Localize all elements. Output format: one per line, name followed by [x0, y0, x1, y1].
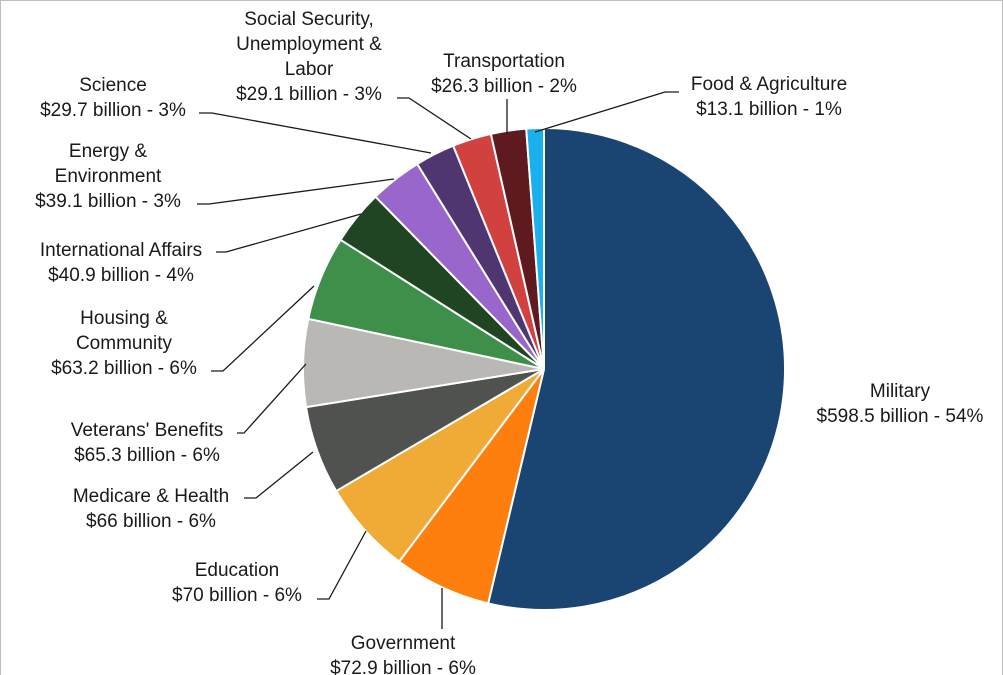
slice-label-social-security-unemployment-and-labor: Social Security, Unemployment & Labor $29.1… [236, 9, 382, 105]
slice-label-energy-and-environment: Energy & Environment $39.1 billion - 3% [35, 141, 181, 212]
slice-label-veterans-benefits: Veterans' Benefits $65.3 billion - 6% [71, 420, 224, 466]
leader-line-social-security-unemployment-and-labor [397, 97, 472, 140]
slice-value-text: $29.1 billion - 3% [236, 84, 382, 105]
leader-line-housing-and-community [211, 285, 315, 372]
slice-category-text: Medicare & Health [73, 486, 229, 507]
pie-slice-military [486, 126, 786, 611]
leader-line-science [199, 112, 432, 154]
slice-category-text: Environment [55, 166, 162, 187]
pie-slice-food-and-agriculture [525, 126, 545, 370]
slice-label-military: Military $598.5 billion - 54% [817, 381, 984, 427]
slice-label-science: Science $29.7 billion - 3% [40, 75, 186, 121]
leader-line-energy-and-environment [197, 178, 395, 205]
slice-value-text: $598.5 billion - 54% [817, 406, 984, 427]
slice-category-text: Housing & [80, 308, 168, 329]
slice-category-text: Community [76, 333, 173, 354]
pie-slices [302, 126, 786, 611]
slice-value-text: $63.2 billion - 6% [51, 358, 197, 379]
leader-line-medicare-and-health [244, 451, 314, 499]
slice-label-medicare-and-health: Medicare & Health $66 billion - 6% [73, 486, 229, 532]
slice-category-text: Food & Agriculture [691, 74, 847, 95]
slice-category-text: International Affairs [40, 240, 202, 261]
slice-label-education: Education $70 billion - 6% [172, 560, 302, 606]
leader-line-international-affairs [216, 213, 362, 253]
slice-value-text: $65.3 billion - 6% [74, 445, 220, 466]
slice-category-text: Unemployment & [236, 34, 382, 55]
slice-category-text: Education [195, 560, 280, 581]
slice-value-text: $39.1 billion - 3% [35, 191, 181, 212]
slice-label-transportation: Transportation $26.3 billion - 2% [431, 51, 577, 97]
slice-value-text: $13.1 billion - 1% [696, 99, 842, 120]
slice-category-text: Social Security, [244, 9, 374, 30]
slice-category-text: Government [351, 633, 456, 654]
slice-label-housing-and-community: Housing & Community $63.2 billion - 6% [51, 308, 197, 379]
slice-labels: Military $598.5 billion - 54% Government $7… [35, 9, 983, 675]
slice-category-text: Veterans' Benefits [71, 420, 224, 441]
leader-line-veterans-benefits [237, 363, 307, 434]
slice-value-text: $70 billion - 6% [172, 585, 302, 606]
slice-category-text: Transportation [443, 51, 565, 72]
slice-category-text: Labor [285, 59, 334, 80]
slice-category-text: Science [79, 75, 147, 96]
slice-label-government: Government $72.9 billion - 6% [330, 633, 476, 675]
leader-line-food-and-agriculture [534, 91, 679, 133]
leader-line-education [317, 530, 367, 600]
leader-lines [197, 91, 679, 629]
slice-value-text: $26.3 billion - 2% [431, 76, 577, 97]
slice-category-text: Energy & [69, 141, 147, 162]
slice-value-text: $40.9 billion - 4% [48, 265, 194, 286]
slice-label-international-affairs: International Affairs $40.9 billion - 4% [40, 240, 202, 286]
slice-value-text: $72.9 billion - 6% [330, 658, 476, 675]
slice-value-text: $29.7 billion - 3% [40, 100, 186, 121]
slice-label-food-and-agriculture: Food & Agriculture $13.1 billion - 1% [691, 74, 847, 120]
slice-value-text: $66 billion - 6% [86, 511, 216, 532]
slice-category-text: Military [870, 381, 931, 402]
